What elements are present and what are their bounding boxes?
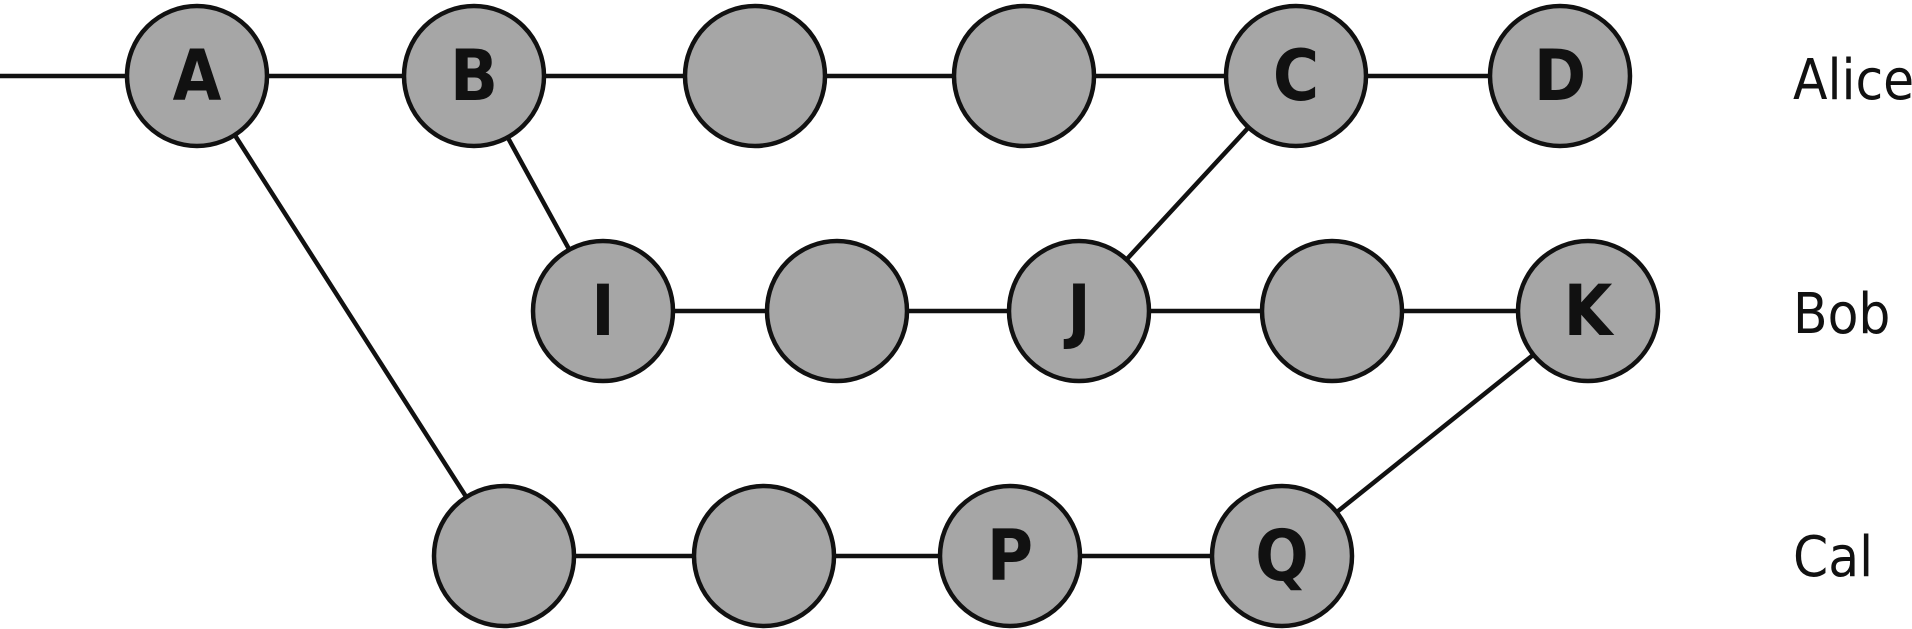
commit-circle	[951, 3, 1097, 149]
commit-node-B: B	[401, 3, 547, 149]
commit-circle	[530, 238, 676, 384]
branch-label-bob: Bob	[1793, 282, 1890, 347]
commit-node-a3	[682, 3, 828, 149]
commit-node-a4	[951, 3, 1097, 149]
commit-circle	[764, 238, 910, 384]
commit-label: Q	[1255, 515, 1309, 597]
commit-circle	[1259, 238, 1405, 384]
commit-circle	[1209, 483, 1355, 629]
commit-circle	[1223, 3, 1369, 149]
branch-label-alice: Alice	[1793, 48, 1912, 113]
commit-circle	[401, 3, 547, 149]
edge-A-c1	[195, 74, 506, 558]
commit-node-Q: Q	[1209, 483, 1355, 629]
commit-node-I: I	[530, 238, 676, 384]
commit-label: B	[450, 35, 498, 117]
commit-circle	[691, 483, 837, 629]
commit-label: K	[1564, 270, 1615, 352]
commit-label: C	[1273, 35, 1319, 117]
commit-circle	[682, 3, 828, 149]
commit-node-J: J	[1006, 238, 1152, 384]
commit-circle	[1006, 238, 1152, 384]
commit-circle	[937, 483, 1083, 629]
commit-node-C: C	[1223, 3, 1369, 149]
commit-node-D: D	[1487, 3, 1633, 149]
commit-label: I	[591, 270, 614, 352]
commit-node-b4	[1259, 238, 1405, 384]
commit-node-K: K	[1515, 238, 1661, 384]
commit-label: P	[987, 515, 1033, 597]
commit-circle	[431, 483, 577, 629]
commit-label: J	[1063, 270, 1090, 352]
commit-circle	[124, 3, 270, 149]
commit-node-b2	[764, 238, 910, 384]
commit-label: D	[1534, 35, 1586, 117]
branch-label-cal: Cal	[1793, 525, 1873, 590]
commit-node-c2	[691, 483, 837, 629]
commit-node-P: P	[937, 483, 1083, 629]
commit-label: A	[173, 35, 222, 117]
nodes-layer: A B C D I J K P Q	[124, 3, 1661, 629]
commit-circle	[1487, 3, 1633, 149]
commit-node-c1	[431, 483, 577, 629]
commit-node-A: A	[124, 3, 270, 149]
commit-circle	[1515, 238, 1661, 384]
